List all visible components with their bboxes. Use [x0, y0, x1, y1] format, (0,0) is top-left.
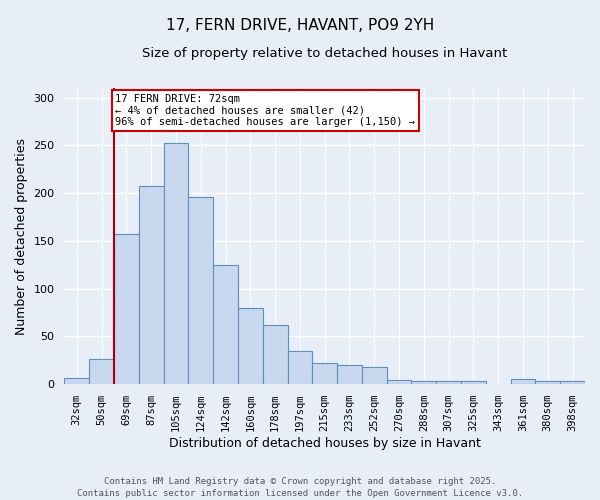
Bar: [535, 382, 560, 384]
Bar: [337, 365, 362, 384]
Bar: [89, 360, 114, 384]
Bar: [64, 378, 89, 384]
Bar: [188, 197, 213, 384]
Bar: [213, 265, 238, 384]
Bar: [313, 363, 337, 384]
Bar: [511, 380, 535, 384]
Bar: [287, 351, 313, 384]
Bar: [461, 382, 486, 384]
Text: Contains HM Land Registry data © Crown copyright and database right 2025.
Contai: Contains HM Land Registry data © Crown c…: [77, 476, 523, 498]
Bar: [412, 382, 436, 384]
Bar: [560, 382, 585, 384]
Bar: [139, 186, 164, 384]
Text: 17, FERN DRIVE, HAVANT, PO9 2YH: 17, FERN DRIVE, HAVANT, PO9 2YH: [166, 18, 434, 32]
Bar: [164, 144, 188, 384]
Bar: [238, 308, 263, 384]
Bar: [386, 380, 412, 384]
Bar: [362, 367, 386, 384]
Y-axis label: Number of detached properties: Number of detached properties: [15, 138, 28, 334]
Bar: [114, 234, 139, 384]
Bar: [436, 382, 461, 384]
Bar: [263, 325, 287, 384]
Title: Size of property relative to detached houses in Havant: Size of property relative to detached ho…: [142, 48, 508, 60]
X-axis label: Distribution of detached houses by size in Havant: Distribution of detached houses by size …: [169, 437, 481, 450]
Text: 17 FERN DRIVE: 72sqm
← 4% of detached houses are smaller (42)
96% of semi-detach: 17 FERN DRIVE: 72sqm ← 4% of detached ho…: [115, 94, 415, 127]
